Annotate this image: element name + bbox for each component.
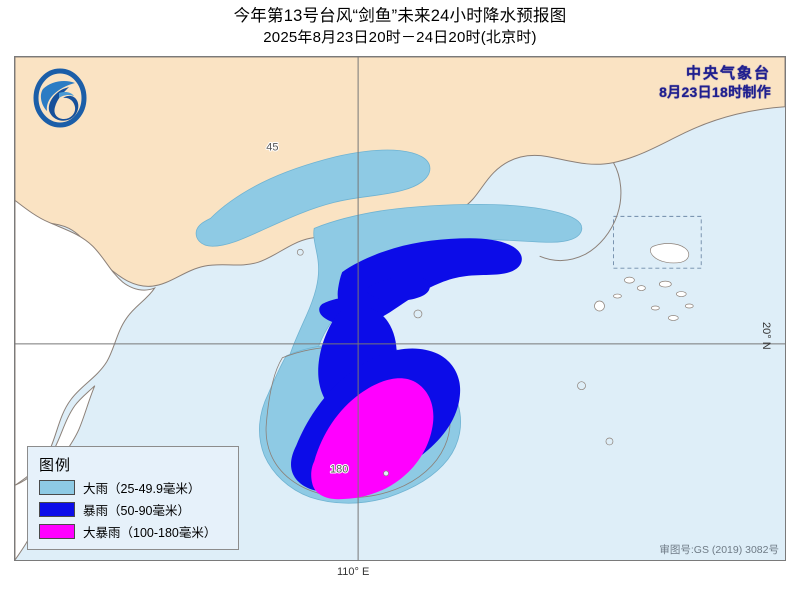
longitude-axis-label: 110° E [337,566,370,578]
page-subtitle: 2025年8月23日20时－24日20时(北京时) [263,28,537,46]
legend-title: 图例 [39,457,72,474]
rain-area-storm-coastal [337,238,522,323]
landmass-foreign-west [15,199,156,486]
legend-label-severe-rainstorm: 大暴雨（100-180毫米） [83,526,217,540]
legend-box: 图例 大雨（25-49.9毫米） 暴雨（50-90毫米） 大暴雨（100-180… [27,446,239,550]
rain-area-storm-patch-a [366,276,430,301]
boundary-dashed [612,215,702,269]
legend-item-rainstorm: 暴雨（50-90毫米） [39,500,229,519]
map-canvas[interactable]: 45 180 中央气象台 8月23日18时制作 图例 大雨（25-49.9毫米）… [14,56,786,561]
island-group-east [594,243,694,321]
cma-logo-icon [33,68,87,128]
legend-item-heavy-rain: 大雨（25-49.9毫米） [39,478,229,497]
legend-swatch-rainstorm [39,502,75,517]
latitude-axis-label: 20° N [760,322,772,350]
legend-swatch-heavy-rain [39,480,75,495]
map-approval-number: 审图号:GS (2019) 3082号 [659,544,779,556]
contour-label-45: 45 [266,142,278,154]
coastline-east [539,162,622,261]
agency-name: 中央气象台 [685,65,771,82]
rain-area-severe-hainan [311,378,434,500]
title-block: 今年第13号台风“剑鱼”未来24小时降水预报图 2025年8月23日20时－24… [0,6,800,48]
agency-issue-time: 8月23日18时制作 [659,83,771,100]
legend-item-severe-rainstorm: 大暴雨（100-180毫米） [39,522,229,541]
rain-area-heavy-inland [195,149,431,247]
page-title: 今年第13号台风“剑鱼”未来24小时降水预报图 [233,7,567,25]
legend-label-heavy-rain: 大雨（25-49.9毫米） [83,482,201,496]
legend-label-rainstorm: 暴雨（50-90毫米） [83,504,190,518]
island-group-south [296,248,614,477]
legend-swatch-severe-rainstorm [39,524,75,539]
contour-label-180: 180 [330,463,348,475]
agency-attribution: 中央气象台 8月23日18时制作 [659,65,771,101]
